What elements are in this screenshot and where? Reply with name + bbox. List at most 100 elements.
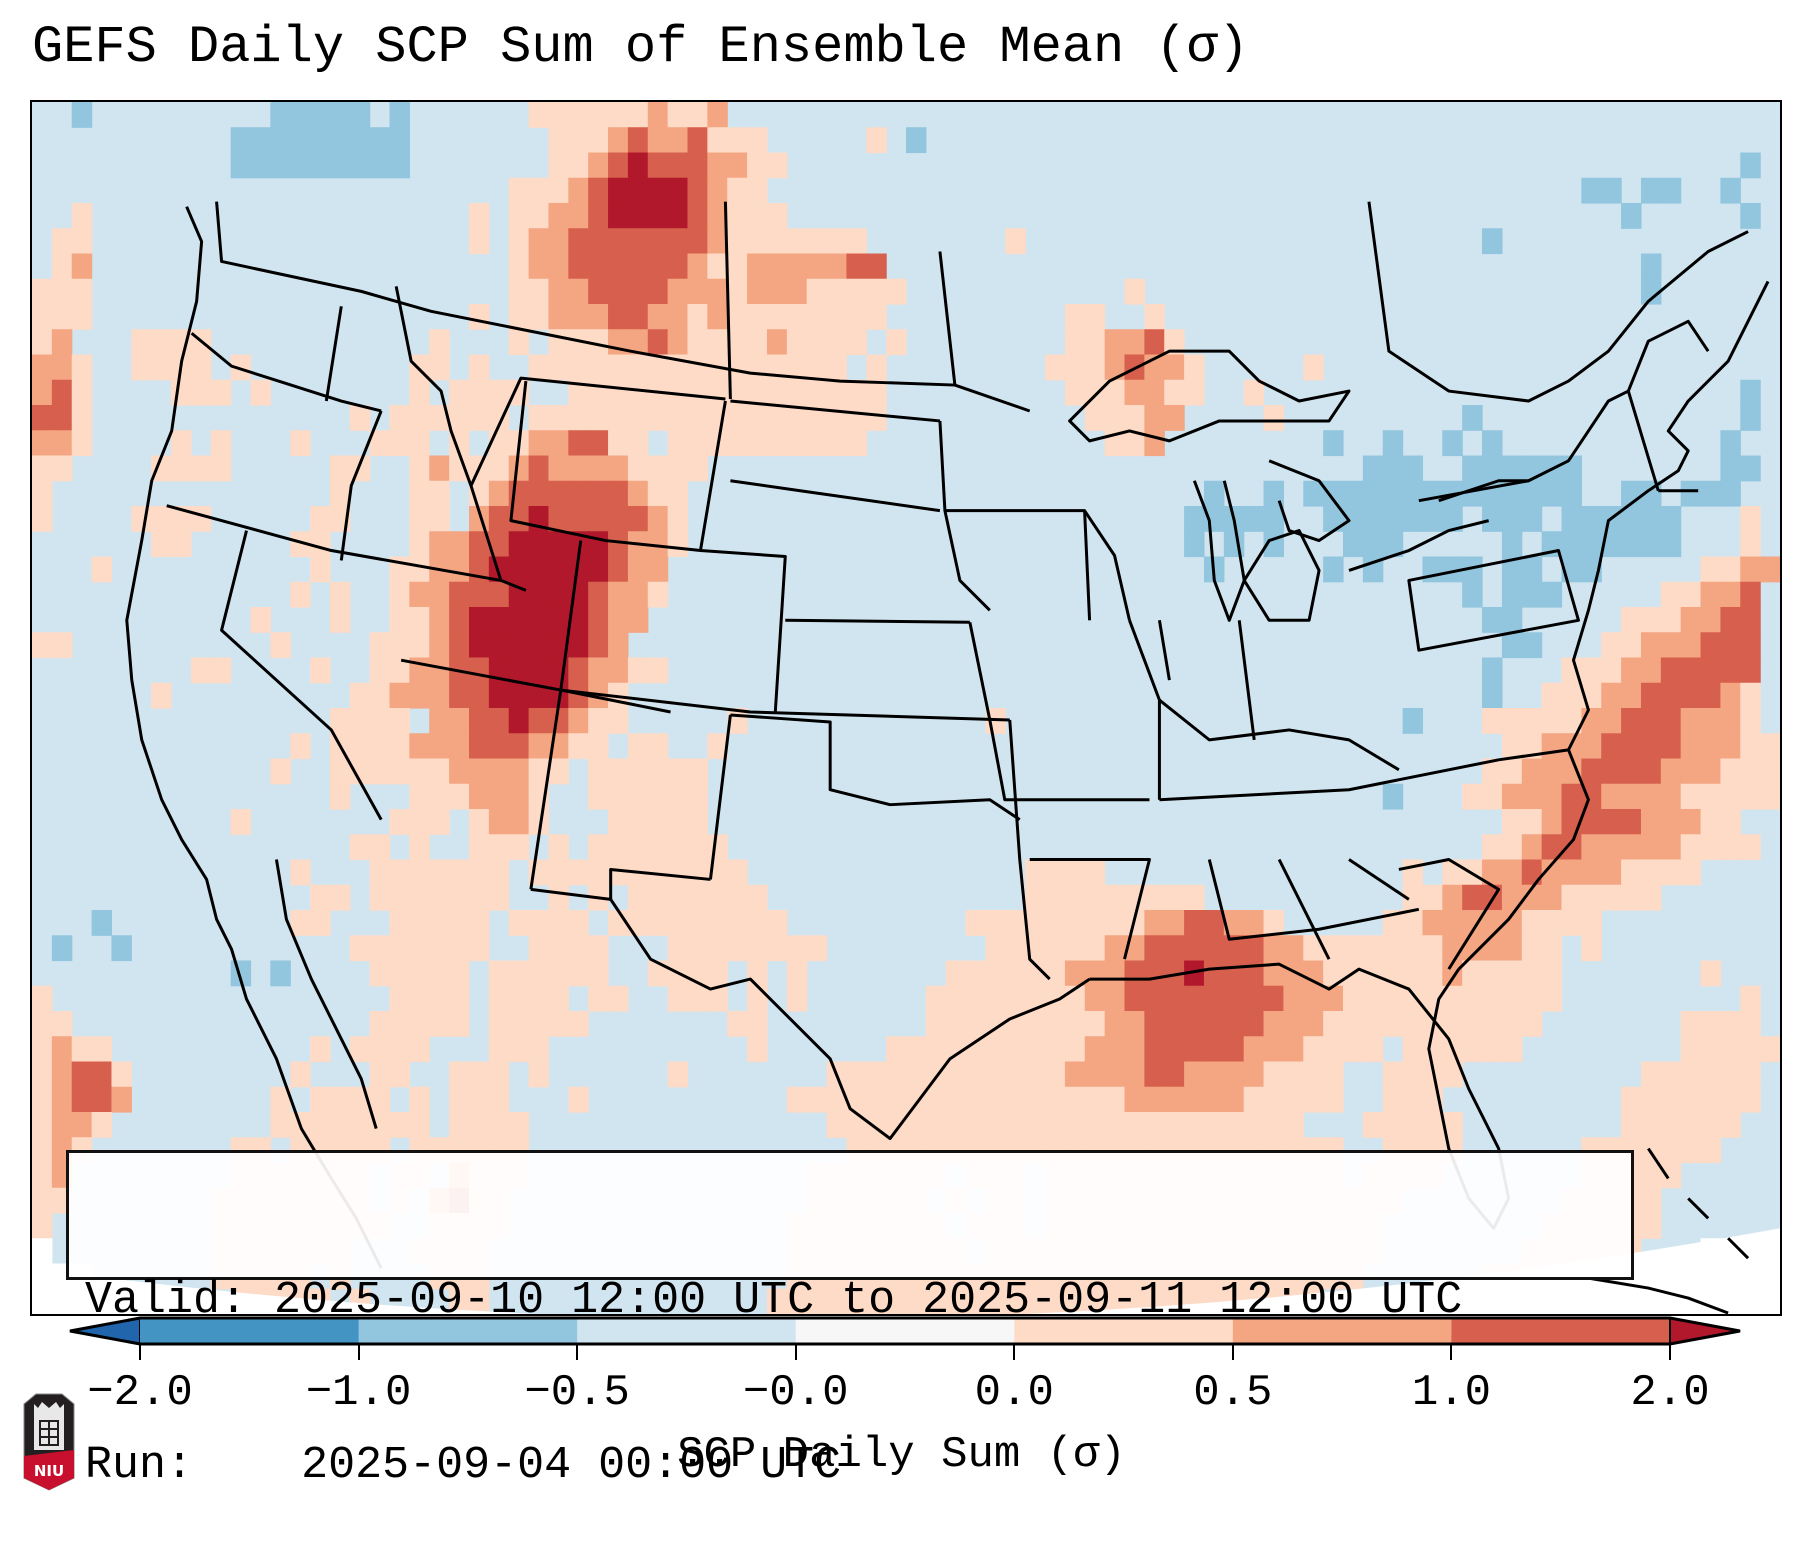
scp-cell	[1223, 960, 1245, 987]
scp-cell	[608, 152, 629, 179]
scp-cell	[1660, 758, 1682, 785]
scp-cell	[1501, 505, 1523, 532]
scp-cell	[1482, 960, 1503, 987]
scp-cell	[727, 278, 748, 305]
scp-cell	[1005, 1061, 1026, 1088]
scp-cell	[1164, 884, 1185, 911]
scp-cell	[190, 455, 212, 482]
scp-cell	[51, 253, 73, 280]
scp-cell	[508, 758, 530, 785]
scp-cell	[1640, 884, 1662, 911]
scp-cell	[687, 985, 708, 1012]
scp-cell	[747, 1036, 768, 1063]
scp-cell	[687, 354, 708, 381]
scp-cell	[886, 1086, 907, 1113]
scp-cell	[1184, 505, 1205, 532]
scp-cell	[528, 480, 550, 507]
scp-cell	[965, 1011, 987, 1037]
scp-cell	[369, 1011, 391, 1037]
scp-cell	[667, 531, 689, 558]
scp-cell	[1521, 581, 1543, 608]
border-pa-ny	[1407, 549, 1580, 652]
scp-cell	[1124, 1086, 1145, 1113]
scp-cell	[667, 910, 689, 936]
scp-cell	[1501, 985, 1523, 1012]
scp-cell	[1422, 884, 1443, 911]
scp-cell	[349, 405, 371, 431]
scp-cell	[866, 1288, 887, 1314]
scp-cell	[1700, 556, 1722, 583]
scp-cell	[826, 379, 848, 406]
scp-cell	[1402, 935, 1424, 962]
scp-cell	[1482, 1011, 1503, 1037]
scp-cell	[1660, 682, 1682, 709]
scp-cell	[528, 253, 550, 280]
scp-cell	[727, 253, 748, 280]
scp-cell	[1442, 960, 1463, 987]
scp-cell	[429, 960, 450, 987]
scp-cell	[925, 1111, 947, 1138]
scp-cell	[965, 1036, 987, 1063]
scp-cell	[806, 304, 828, 330]
scp-cell	[1263, 1086, 1285, 1113]
scp-cell	[687, 834, 708, 861]
colorbar-tick	[357, 1344, 360, 1360]
scp-cell	[627, 884, 649, 911]
scp-cell	[171, 430, 192, 457]
scp-cell	[1740, 758, 1761, 785]
scp-cell	[1084, 1288, 1106, 1314]
scp-cell	[1064, 1288, 1086, 1314]
scp-cell	[627, 379, 649, 406]
border-co-nm-ok	[560, 688, 1010, 722]
scp-cell	[369, 632, 391, 659]
scp-cell	[1402, 884, 1424, 911]
scp-cell	[389, 430, 411, 457]
scp-cell	[548, 102, 569, 128]
scp-cell	[1084, 1086, 1106, 1113]
scp-cell	[51, 430, 73, 457]
scp-cell	[1402, 480, 1424, 507]
colorbar-bin	[1014, 1318, 1234, 1344]
scp-cell	[985, 1086, 1006, 1113]
scp-cell	[32, 1036, 53, 1063]
scp-cell	[51, 455, 73, 482]
scp-cell	[508, 531, 530, 558]
scp-cell	[627, 733, 649, 760]
scp-cell	[1541, 985, 1563, 1012]
scp-cell	[707, 329, 728, 356]
scp-cell	[627, 910, 649, 936]
scp-cell	[846, 304, 867, 330]
scp-cell	[1144, 884, 1165, 911]
border-sd-ne	[730, 479, 941, 513]
scp-cell	[687, 127, 708, 154]
scp-cell	[1184, 1061, 1205, 1088]
scp-cell	[1025, 1061, 1046, 1088]
scp-cell	[1482, 834, 1503, 861]
scp-cell	[747, 177, 768, 204]
scp-cell	[707, 985, 728, 1012]
border-nm-tx	[708, 713, 1021, 880]
scp-cell	[151, 329, 172, 356]
scp-cell	[71, 102, 93, 128]
scp-cell	[1720, 430, 1741, 457]
scp-cell	[727, 354, 748, 381]
scp-cell	[1720, 607, 1741, 633]
scp-cell	[747, 152, 768, 179]
scp-cell	[588, 177, 609, 204]
scp-cell	[389, 758, 411, 785]
scp-cell	[1601, 632, 1622, 659]
scp-cell	[449, 935, 470, 962]
scp-cell	[687, 859, 708, 886]
scp-cell	[687, 202, 708, 229]
scp-cell	[51, 1036, 73, 1063]
scp-cell	[608, 607, 629, 633]
scp-cell	[647, 581, 669, 608]
scp-cell	[727, 152, 748, 179]
scp-cell	[1184, 379, 1205, 406]
scp-cell	[687, 884, 708, 911]
scp-cell	[786, 354, 808, 381]
scp-cell	[886, 1111, 907, 1138]
scp-cell	[846, 329, 867, 356]
scp-cell	[1561, 910, 1582, 936]
scp-cell	[508, 910, 530, 936]
